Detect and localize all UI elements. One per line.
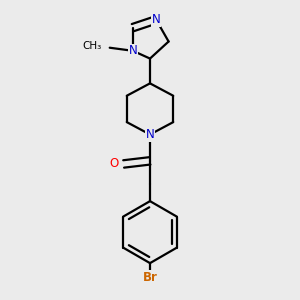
Text: N: N <box>146 128 154 141</box>
Text: Br: Br <box>142 271 158 284</box>
Text: N: N <box>129 44 137 57</box>
Text: CH₃: CH₃ <box>83 41 102 51</box>
Text: O: O <box>110 158 119 170</box>
Text: N: N <box>152 13 161 26</box>
